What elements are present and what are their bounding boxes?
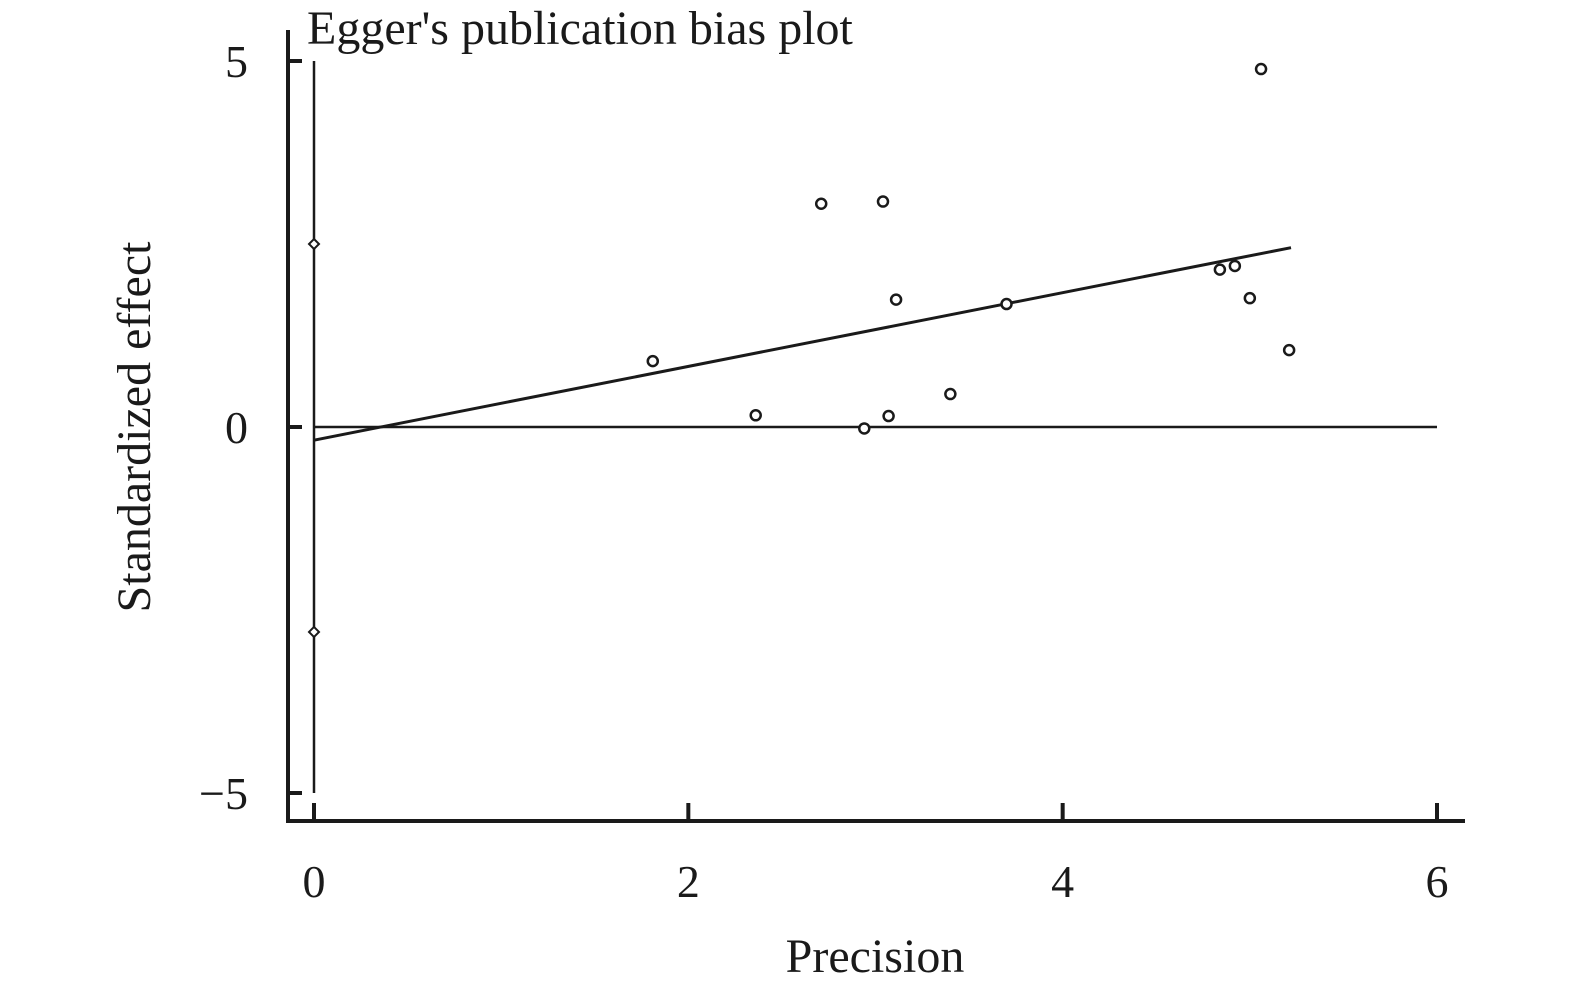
reference-lines bbox=[307, 61, 1437, 793]
data-point bbox=[749, 409, 762, 422]
intercept-ci-marker bbox=[307, 237, 321, 251]
data-point bbox=[1213, 263, 1227, 276]
data-point bbox=[1000, 297, 1013, 311]
data-point bbox=[858, 422, 871, 435]
x-tick-label: 6 bbox=[1426, 856, 1449, 907]
x-tick-label: 0 bbox=[303, 856, 326, 907]
y-axis-label: Standardized effect bbox=[108, 241, 161, 613]
x-axis-label: Precision bbox=[786, 930, 965, 983]
data-point bbox=[876, 195, 890, 208]
data-point bbox=[1228, 259, 1242, 273]
data-point bbox=[944, 387, 957, 401]
y-tick-label: −5 bbox=[199, 768, 248, 819]
intercept-ci-marker bbox=[307, 625, 321, 639]
data-point bbox=[882, 409, 895, 423]
y-tick-label: 0 bbox=[225, 402, 248, 453]
data-point bbox=[646, 354, 660, 368]
data-point bbox=[1254, 62, 1268, 76]
chart-title: Egger's publication bias plot bbox=[307, 2, 854, 55]
x-tick-label: 4 bbox=[1051, 856, 1074, 907]
regression-line bbox=[313, 246, 1292, 442]
y-tick-label: 5 bbox=[225, 36, 248, 87]
axes bbox=[286, 30, 1465, 823]
tick-labels: 5 0 −5 0 2 4 6 bbox=[199, 36, 1448, 907]
data-point bbox=[814, 197, 828, 210]
data-point bbox=[1282, 343, 1296, 357]
data-marks bbox=[646, 62, 1296, 435]
x-tick-label: 2 bbox=[677, 856, 700, 907]
data-point bbox=[1243, 291, 1257, 305]
data-point bbox=[889, 293, 903, 306]
